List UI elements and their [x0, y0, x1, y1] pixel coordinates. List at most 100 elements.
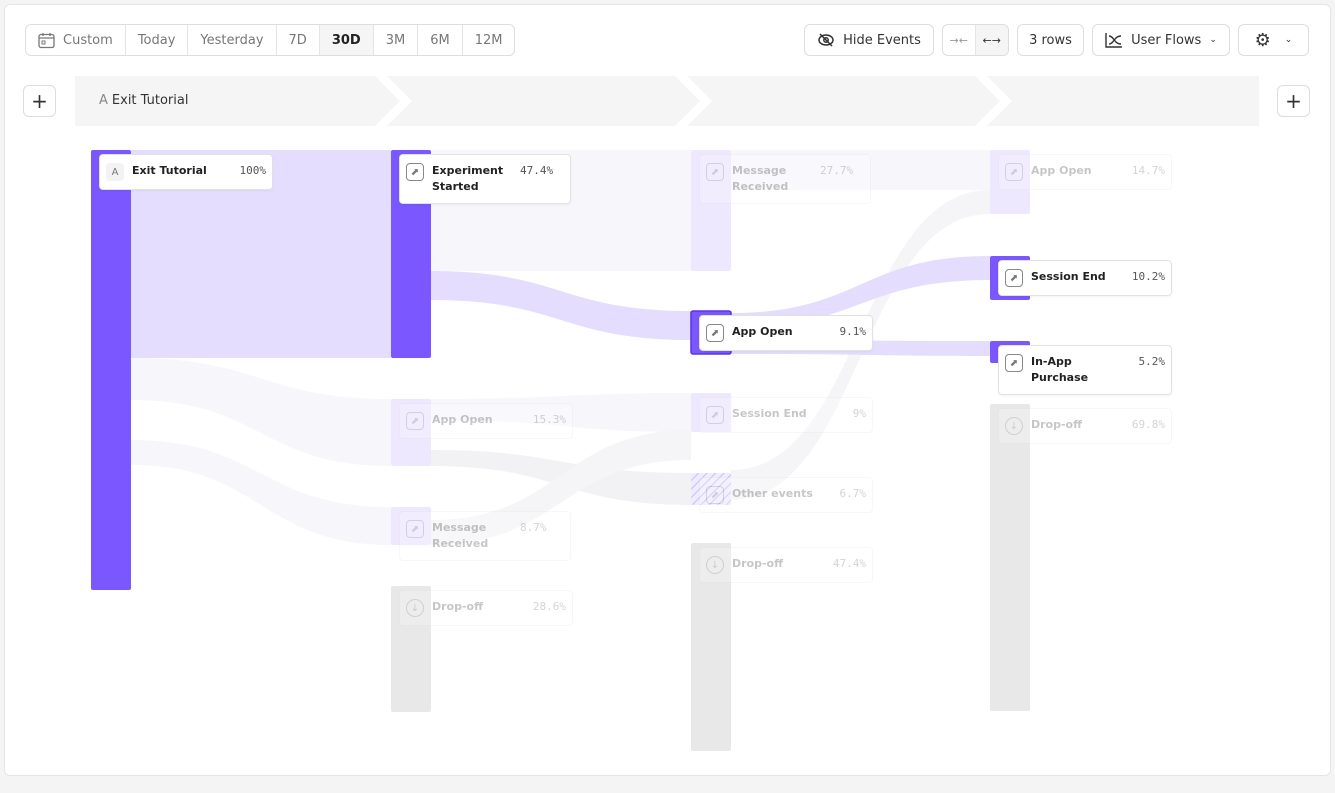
node-label: Message Received [432, 521, 489, 550]
date-range-6m[interactable]: 6M [418, 25, 463, 55]
cursor-click-icon: ⬈ [1005, 269, 1023, 287]
flow-link-active[interactable] [131, 150, 391, 358]
gear-icon: ⚙ [1254, 29, 1271, 51]
spacing-toggle: →← ←→ [942, 24, 1009, 56]
add-step-after-button[interactable]: + [1277, 85, 1310, 117]
node-percent: 69.8% [1131, 418, 1165, 431]
node-label: Message Received [732, 164, 789, 193]
node-percent: 47.4% [520, 164, 554, 177]
date-range-7d[interactable]: 7D [277, 25, 320, 55]
cursor-click-icon: ⬈ [1005, 163, 1023, 181]
flow-node-card[interactable]: ⬈ Session End 9% [699, 397, 873, 433]
chevron-down-icon: ⌄ [1209, 35, 1217, 45]
node-percent: 5.2% [1138, 355, 1166, 368]
arrow-down-circle-icon: ↓ [406, 599, 424, 617]
flow-link[interactable] [731, 150, 990, 190]
node-label: Drop-off [1031, 418, 1083, 431]
node-label: App Open [1031, 164, 1092, 177]
flow-node-card[interactable]: A Exit Tutorial 100% [99, 154, 273, 190]
flow-node-card[interactable]: ↓ Drop-off 28.6% [399, 590, 573, 626]
flow-node-card[interactable]: ↓ Drop-off 47.4% [699, 547, 873, 583]
cursor-click-icon: ⬈ [406, 163, 424, 181]
node-percent: 8.7% [520, 521, 547, 534]
eye-slash-icon [818, 33, 834, 47]
flow-node-bar[interactable] [91, 150, 131, 590]
cursor-click-icon: ⬈ [406, 520, 424, 538]
node-percent: 14.7% [1131, 164, 1165, 177]
flow-node-card[interactable]: ⬈ In-App Purchase 5.2% [998, 345, 1172, 395]
add-step-before-button[interactable]: + [23, 85, 56, 117]
date-range-custom[interactable]: Custom [26, 25, 126, 55]
node-label: Drop-off [732, 557, 784, 570]
calendar-icon [38, 32, 55, 48]
node-percent: 27.7% [820, 164, 854, 177]
flow-node-card[interactable]: ⬈ Message Received 27.7% [699, 154, 871, 204]
step-header [75, 76, 1259, 126]
cursor-click-icon: ⬈ [706, 406, 724, 424]
date-range-12m[interactable]: 12M [474, 32, 503, 48]
line-chart-icon [1105, 33, 1123, 48]
node-label: Exit Tutorial [132, 164, 207, 177]
cursor-click-icon: ⬈ [406, 412, 424, 430]
flow-node-card[interactable]: ⬈ Session End 10.2% [998, 260, 1172, 296]
cursor-click-icon: ⬈ [706, 324, 724, 342]
cursor-click-icon: ⬈ [706, 486, 724, 504]
hide-events-button[interactable]: Hide Events [804, 24, 934, 56]
node-label: App Open [732, 325, 793, 338]
flow-node-bar[interactable] [391, 586, 431, 712]
rows-button[interactable]: 3 rows [1017, 24, 1084, 56]
node-label: In-App Purchase [1031, 355, 1089, 384]
node-percent: 9.1% [839, 325, 867, 338]
flow-node-card[interactable]: ↓ Drop-off 69.8% [998, 408, 1172, 444]
flow-node-card[interactable]: ⬈ Other events 6.7% [699, 477, 873, 513]
cursor-click-icon: ⬈ [706, 163, 724, 181]
flow-link-active[interactable] [431, 271, 691, 340]
flow-node-bar[interactable] [691, 473, 731, 505]
node-label: Session End [1031, 270, 1106, 283]
node-percent: 9% [852, 407, 866, 420]
flow-link[interactable] [431, 430, 691, 545]
chevron-down-icon: ⌄ [1284, 35, 1293, 45]
flow-node-card[interactable]: ⬈ Message Received 8.7% [399, 511, 571, 561]
settings-dropdown[interactable]: ⚙ ⌄ [1238, 24, 1309, 56]
expand-arrows-icon[interactable]: ←→ [975, 25, 1008, 55]
collapse-arrows-icon[interactable]: →← [943, 25, 976, 55]
node-label: Other events [732, 487, 813, 500]
node-label: App Open [432, 413, 493, 426]
date-range-yesterday[interactable]: Yesterday [188, 25, 277, 55]
date-range-today[interactable]: Today [126, 25, 189, 55]
node-percent: 47.4% [832, 557, 866, 570]
node-percent: 10.2% [1131, 270, 1165, 283]
node-label: Drop-off [432, 600, 484, 613]
step-4[interactable] [987, 76, 1259, 126]
arrow-down-circle-icon: ↓ [1005, 417, 1023, 435]
date-range-30d[interactable]: 30D [319, 25, 374, 55]
node-percent: 15.3% [532, 413, 566, 426]
flow-link[interactable] [431, 393, 691, 432]
flow-node-card[interactable]: ⬈ App Open 14.7% [998, 154, 1172, 190]
node-percent: 100% [239, 164, 267, 177]
step-2[interactable] [387, 76, 700, 126]
step-3[interactable] [687, 76, 1000, 126]
step-1-label: A Exit Tutorial [99, 93, 189, 108]
step-1[interactable] [75, 76, 400, 126]
flow-link[interactable] [131, 358, 391, 466]
date-range-selector: Custom Today Yesterday 7D 30D 3M 6M 12M [25, 24, 516, 56]
flow-node-card[interactable]: ⬈ App Open 15.3% [399, 403, 573, 439]
node-percent: 6.7% [839, 487, 867, 500]
node-percent: 28.6% [532, 600, 566, 613]
flow-node-bar[interactable] [691, 543, 731, 751]
step-letter-icon: A [106, 163, 124, 181]
flow-link-active[interactable] [731, 256, 990, 328]
flow-node-bar[interactable] [990, 404, 1030, 711]
flow-link[interactable] [131, 440, 391, 545]
flow-node-card[interactable]: ⬈ Experiment Started 47.4% [399, 154, 571, 204]
flow-node-card[interactable]: ⬈ App Open 9.1% [699, 315, 873, 351]
cursor-click-icon: ⬈ [1005, 354, 1023, 372]
view-dropdown[interactable]: User Flows ⌄ [1092, 24, 1230, 56]
arrow-down-circle-icon: ↓ [706, 556, 724, 574]
node-label: Session End [732, 407, 807, 420]
node-label: Experiment Started [432, 164, 504, 193]
date-range-3m[interactable]: 3M [374, 25, 419, 55]
